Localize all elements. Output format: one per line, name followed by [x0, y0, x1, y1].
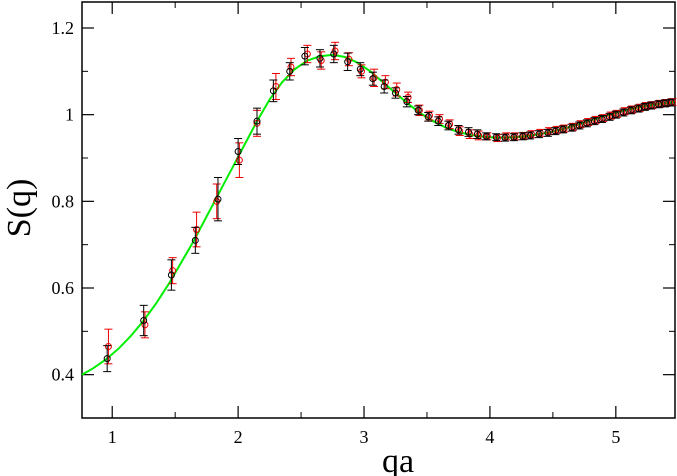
data-point	[403, 98, 411, 106]
y-axis-title: S(q)	[1, 179, 38, 238]
data-point	[634, 105, 642, 113]
data-point	[167, 271, 175, 279]
data-point	[391, 89, 399, 97]
data-point	[568, 124, 576, 132]
data-point	[473, 130, 481, 138]
fit-curve	[81, 53, 676, 376]
data-point	[619, 109, 627, 116]
data-point	[316, 54, 324, 62]
data-point	[667, 99, 675, 107]
data-point	[590, 117, 598, 125]
data-point	[103, 355, 111, 363]
data-point	[169, 267, 177, 275]
data-point	[286, 67, 294, 75]
data-point	[404, 93, 412, 101]
data-point	[393, 86, 401, 94]
fit-curve-layer	[81, 53, 676, 376]
data-point	[612, 111, 620, 119]
data-point	[544, 129, 552, 137]
y-axis: 0.4 0.6 0.8 1 1.2	[52, 18, 675, 419]
x-tick-label: 2	[234, 427, 243, 447]
data-point	[444, 122, 452, 129]
data-point	[482, 132, 490, 140]
data-point	[104, 343, 112, 350]
data-point	[235, 156, 243, 164]
data-point	[370, 74, 378, 82]
x-tick-label: 4	[485, 427, 494, 447]
y-tick-label: 0.8	[52, 191, 75, 211]
data-point	[641, 103, 649, 111]
data-point	[536, 129, 544, 137]
data-point	[535, 130, 543, 138]
data-point	[140, 317, 148, 324]
data-point	[575, 122, 583, 129]
data-point	[424, 113, 432, 121]
data-point	[414, 106, 422, 114]
data-point	[527, 130, 535, 138]
plot-frame	[81, 1, 676, 419]
x-tick-label: 3	[360, 427, 369, 447]
y-tick-label: 0.6	[52, 278, 75, 298]
data-point	[598, 115, 606, 123]
data-point	[193, 226, 201, 233]
data-point	[501, 134, 509, 142]
data-point	[583, 119, 591, 127]
data-point	[647, 102, 655, 110]
data-point	[301, 52, 309, 60]
x-tick-label: 1	[108, 427, 117, 447]
y-tick-label: 1	[65, 105, 74, 125]
y-tick-label: 1.2	[52, 18, 75, 38]
data-point	[434, 117, 442, 125]
data-point	[510, 133, 518, 141]
data-point	[526, 131, 534, 139]
data-point	[559, 125, 567, 133]
data-point	[269, 87, 277, 95]
data-point	[356, 65, 364, 73]
data-point	[191, 236, 199, 244]
y-tick-label: 0.4	[52, 365, 75, 385]
x-tick-label: 5	[611, 427, 620, 447]
data-point	[465, 128, 473, 136]
data-point	[234, 148, 242, 155]
data-point	[141, 321, 149, 329]
data-point	[253, 117, 261, 125]
data-point	[492, 133, 500, 141]
data-point	[344, 58, 352, 66]
x-axis-title: qa	[382, 443, 414, 476]
data-point	[330, 50, 338, 58]
data-point	[606, 113, 614, 121]
data-point	[627, 106, 635, 114]
x-axis: 1 2 3 4 5	[108, 2, 620, 447]
data-point	[287, 63, 295, 71]
data-point	[502, 132, 510, 140]
data-point	[380, 83, 388, 90]
data-point	[454, 126, 462, 134]
data-point	[381, 78, 389, 86]
data-point	[551, 127, 559, 135]
data-point	[519, 132, 527, 140]
data-points-layer	[103, 41, 677, 373]
data-point	[214, 195, 222, 203]
data-point	[607, 112, 615, 120]
data-point	[369, 75, 377, 83]
